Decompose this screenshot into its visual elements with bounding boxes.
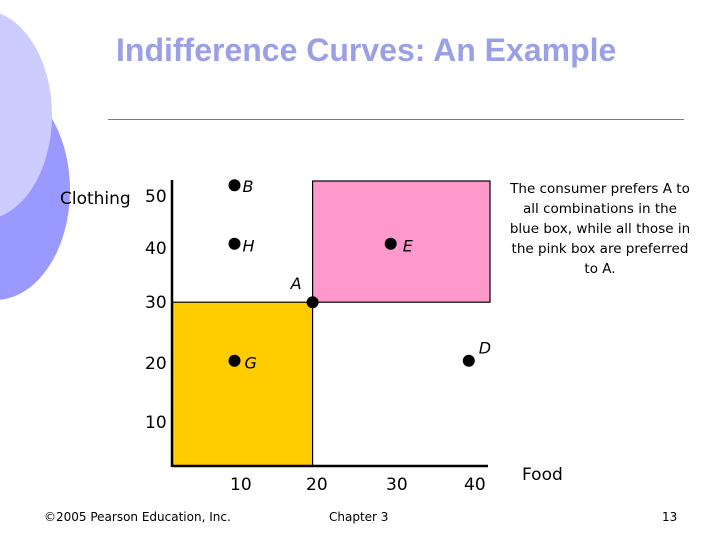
slide-title: Indifference Curves: An Example bbox=[116, 32, 617, 68]
x-tick-20: 20 bbox=[306, 475, 328, 495]
y-tick-40: 40 bbox=[145, 239, 167, 259]
point-g bbox=[228, 354, 241, 367]
point-b bbox=[228, 179, 241, 192]
point-h-label: H bbox=[243, 237, 255, 256]
point-e-label: E bbox=[403, 237, 414, 256]
point-a bbox=[306, 296, 319, 309]
deco-circle-front bbox=[0, 13, 52, 217]
point-a-label: A bbox=[290, 274, 302, 293]
point-d-label: D bbox=[479, 339, 491, 358]
y-tick-10: 10 bbox=[145, 413, 167, 433]
preferred-box bbox=[312, 180, 491, 303]
x-tick-30: 30 bbox=[386, 475, 408, 495]
explanation-note: The consumer prefers A to all combinatio… bbox=[509, 181, 691, 277]
x-axis-label: Food bbox=[522, 465, 563, 485]
x-tick-10: 10 bbox=[230, 475, 252, 495]
footer-page-number: 13 bbox=[662, 510, 678, 524]
footer-copyright: ©2005 Pearson Education, Inc. bbox=[44, 510, 231, 524]
y-tick-30: 30 bbox=[145, 293, 167, 313]
point-e bbox=[384, 237, 397, 250]
footer-chapter: Chapter 3 bbox=[329, 510, 389, 524]
title-divider bbox=[108, 119, 684, 120]
less-preferred-box bbox=[171, 301, 314, 467]
x-tick-40: 40 bbox=[464, 475, 486, 495]
point-b-label: B bbox=[243, 177, 254, 196]
decorative-circles bbox=[0, 13, 70, 300]
y-tick-20: 20 bbox=[145, 354, 167, 374]
point-g-label: G bbox=[245, 354, 257, 373]
y-tick-50: 50 bbox=[145, 187, 167, 207]
point-d bbox=[462, 354, 475, 367]
y-axis-label: Clothing bbox=[60, 189, 131, 209]
point-h bbox=[228, 237, 241, 250]
